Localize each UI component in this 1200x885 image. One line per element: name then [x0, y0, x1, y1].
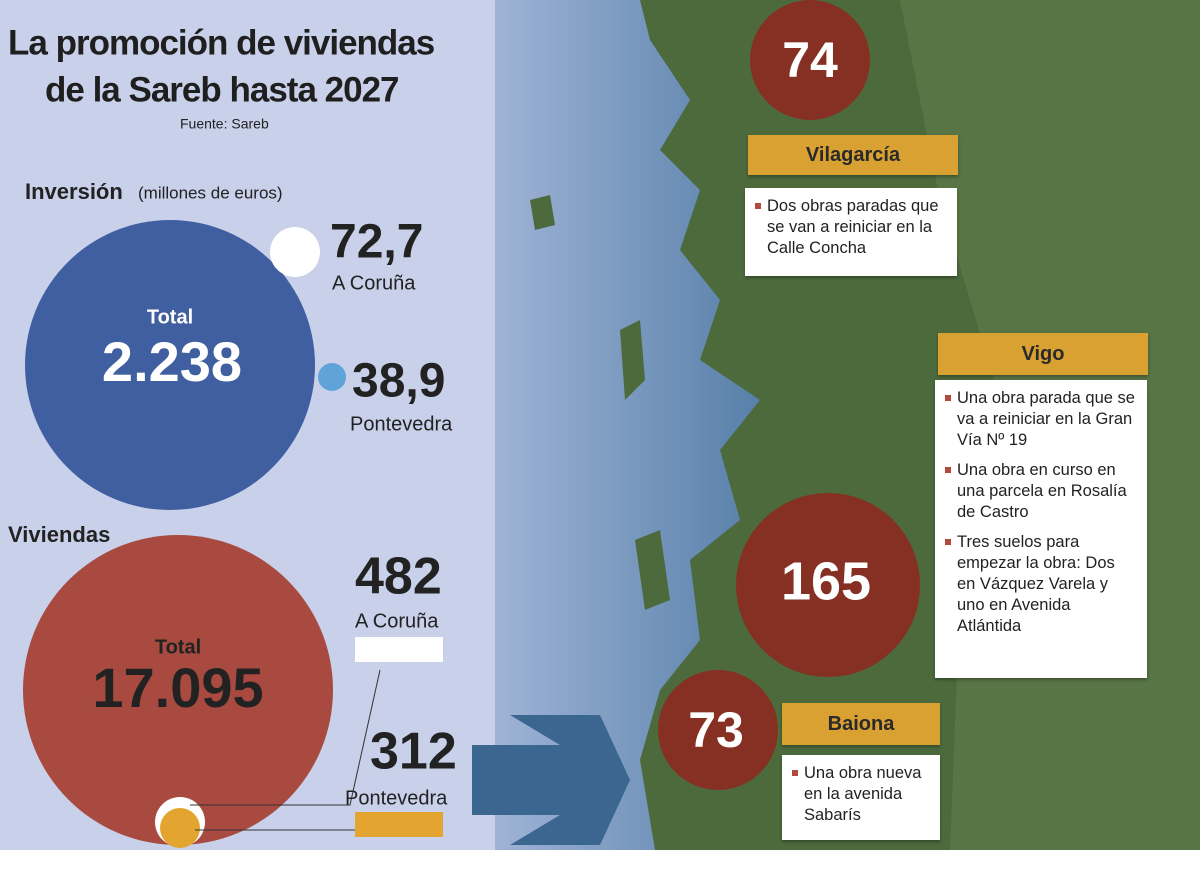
value-circle	[160, 808, 200, 848]
site-circle	[750, 0, 870, 120]
map-islands	[530, 195, 670, 610]
site-item: Una obra en curso en una parcela en Rosa…	[945, 460, 1137, 523]
value: 38,9	[352, 355, 445, 408]
total-label: Total	[155, 636, 201, 658]
site-item: Una obra parada que se va a reiniciar en…	[945, 388, 1137, 451]
site-box: Dos obras paradas que se van a reiniciar…	[745, 188, 957, 276]
section-heading: Inversión	[25, 179, 123, 204]
title: de la Sareb hasta 2027	[45, 70, 399, 109]
site-count: 165	[781, 551, 871, 611]
site-count: 74	[782, 32, 838, 88]
legend-swatch	[355, 812, 443, 837]
value-circle	[318, 363, 346, 391]
site-list: Una obra parada que se va a reiniciar en…	[945, 388, 1137, 637]
value: 482	[355, 548, 442, 606]
site-list: Dos obras paradas que se van a reiniciar…	[755, 196, 947, 259]
site-box: Una obra nueva en la avenida Sabarís	[782, 755, 940, 840]
connector	[190, 669, 381, 806]
site-list: Una obra nueva en la avenida Sabarís	[792, 763, 930, 826]
title: La promoción de viviendas	[8, 23, 435, 62]
site-item: Tres suelos para empezar la obra: Dos en…	[945, 532, 1137, 637]
site-box: Una obra parada que se va a reiniciar en…	[935, 380, 1147, 678]
site-name: Vigo	[938, 333, 1148, 375]
value: 312	[370, 723, 457, 781]
source: Fuente: Sareb	[180, 116, 269, 132]
total-circle	[23, 535, 333, 845]
total-value: 17.095	[92, 656, 263, 719]
site-count: 73	[688, 702, 744, 758]
value: 72,7	[330, 216, 423, 269]
place: Pontevedra	[345, 787, 448, 809]
legend-swatch	[355, 637, 443, 662]
bottom-strip	[0, 850, 1200, 885]
site-item: Dos obras paradas que se van a reiniciar…	[755, 196, 947, 259]
value-circle	[270, 227, 320, 277]
site-circle	[658, 670, 778, 790]
site-item: Una obra nueva en la avenida Sabarís	[792, 763, 930, 826]
section-heading: Viviendas	[8, 522, 110, 547]
total-label: Total	[147, 306, 193, 328]
place: A Coruña	[355, 610, 439, 632]
site-name: Vilagarcía	[748, 135, 958, 175]
site-name: Baiona	[782, 703, 940, 745]
place: A Coruña	[332, 272, 416, 294]
total-value: 2.238	[102, 330, 242, 393]
arrow	[472, 715, 630, 845]
place: Pontevedra	[350, 413, 453, 435]
unit: (millones de euros)	[138, 183, 283, 202]
total-circle	[25, 220, 315, 510]
site-circle	[736, 493, 920, 677]
